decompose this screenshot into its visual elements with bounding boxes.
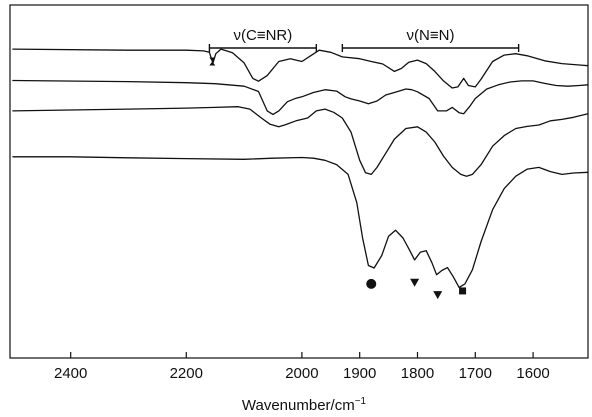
x-tick-label-2200: 2200 (170, 365, 203, 382)
marker-double-dagger-1 (209, 57, 216, 66)
marker-triangle-down-3 (410, 278, 420, 287)
x-axis: 2400 2200 2000 1900 1800 1700 1600 (54, 352, 550, 382)
x-tick-label-1800: 1800 (401, 365, 434, 382)
x-tick-label-1600: 1600 (516, 365, 549, 382)
x-tick-label-1900: 1900 (343, 365, 376, 382)
marker-circle-2 (366, 278, 377, 289)
region-bracket-1: ν(C≡NR) (208, 27, 318, 52)
region-label-2: ν(N≡N) (407, 27, 455, 44)
x-axis-title: Wavenumber/cm−1 (242, 396, 367, 414)
peak-markers (209, 57, 467, 300)
region-brackets: ν(C≡NR) ν(N≡N) (208, 27, 520, 52)
x-tick-label-2000: 2000 (285, 365, 318, 382)
double-dagger-bottom (209, 61, 216, 66)
spectrum-trace-4 (12, 156, 589, 289)
spectrum-trace-2 (12, 79, 589, 116)
region-bracket-2: ν(N≡N) (341, 27, 520, 52)
spectrum-trace-1 (12, 48, 589, 89)
x-tick-label-2400: 2400 (54, 365, 87, 382)
region-label-1: ν(C≡NR) (234, 27, 293, 44)
x-tick-label-1700: 1700 (459, 365, 492, 382)
plot-frame (9, 4, 589, 359)
spectra-traces (12, 48, 589, 289)
double-dagger-top (209, 57, 216, 62)
marker-triangle-down-4 (433, 291, 443, 300)
spectrum-trace-3 (12, 106, 589, 177)
marker-square-5 (459, 287, 467, 295)
